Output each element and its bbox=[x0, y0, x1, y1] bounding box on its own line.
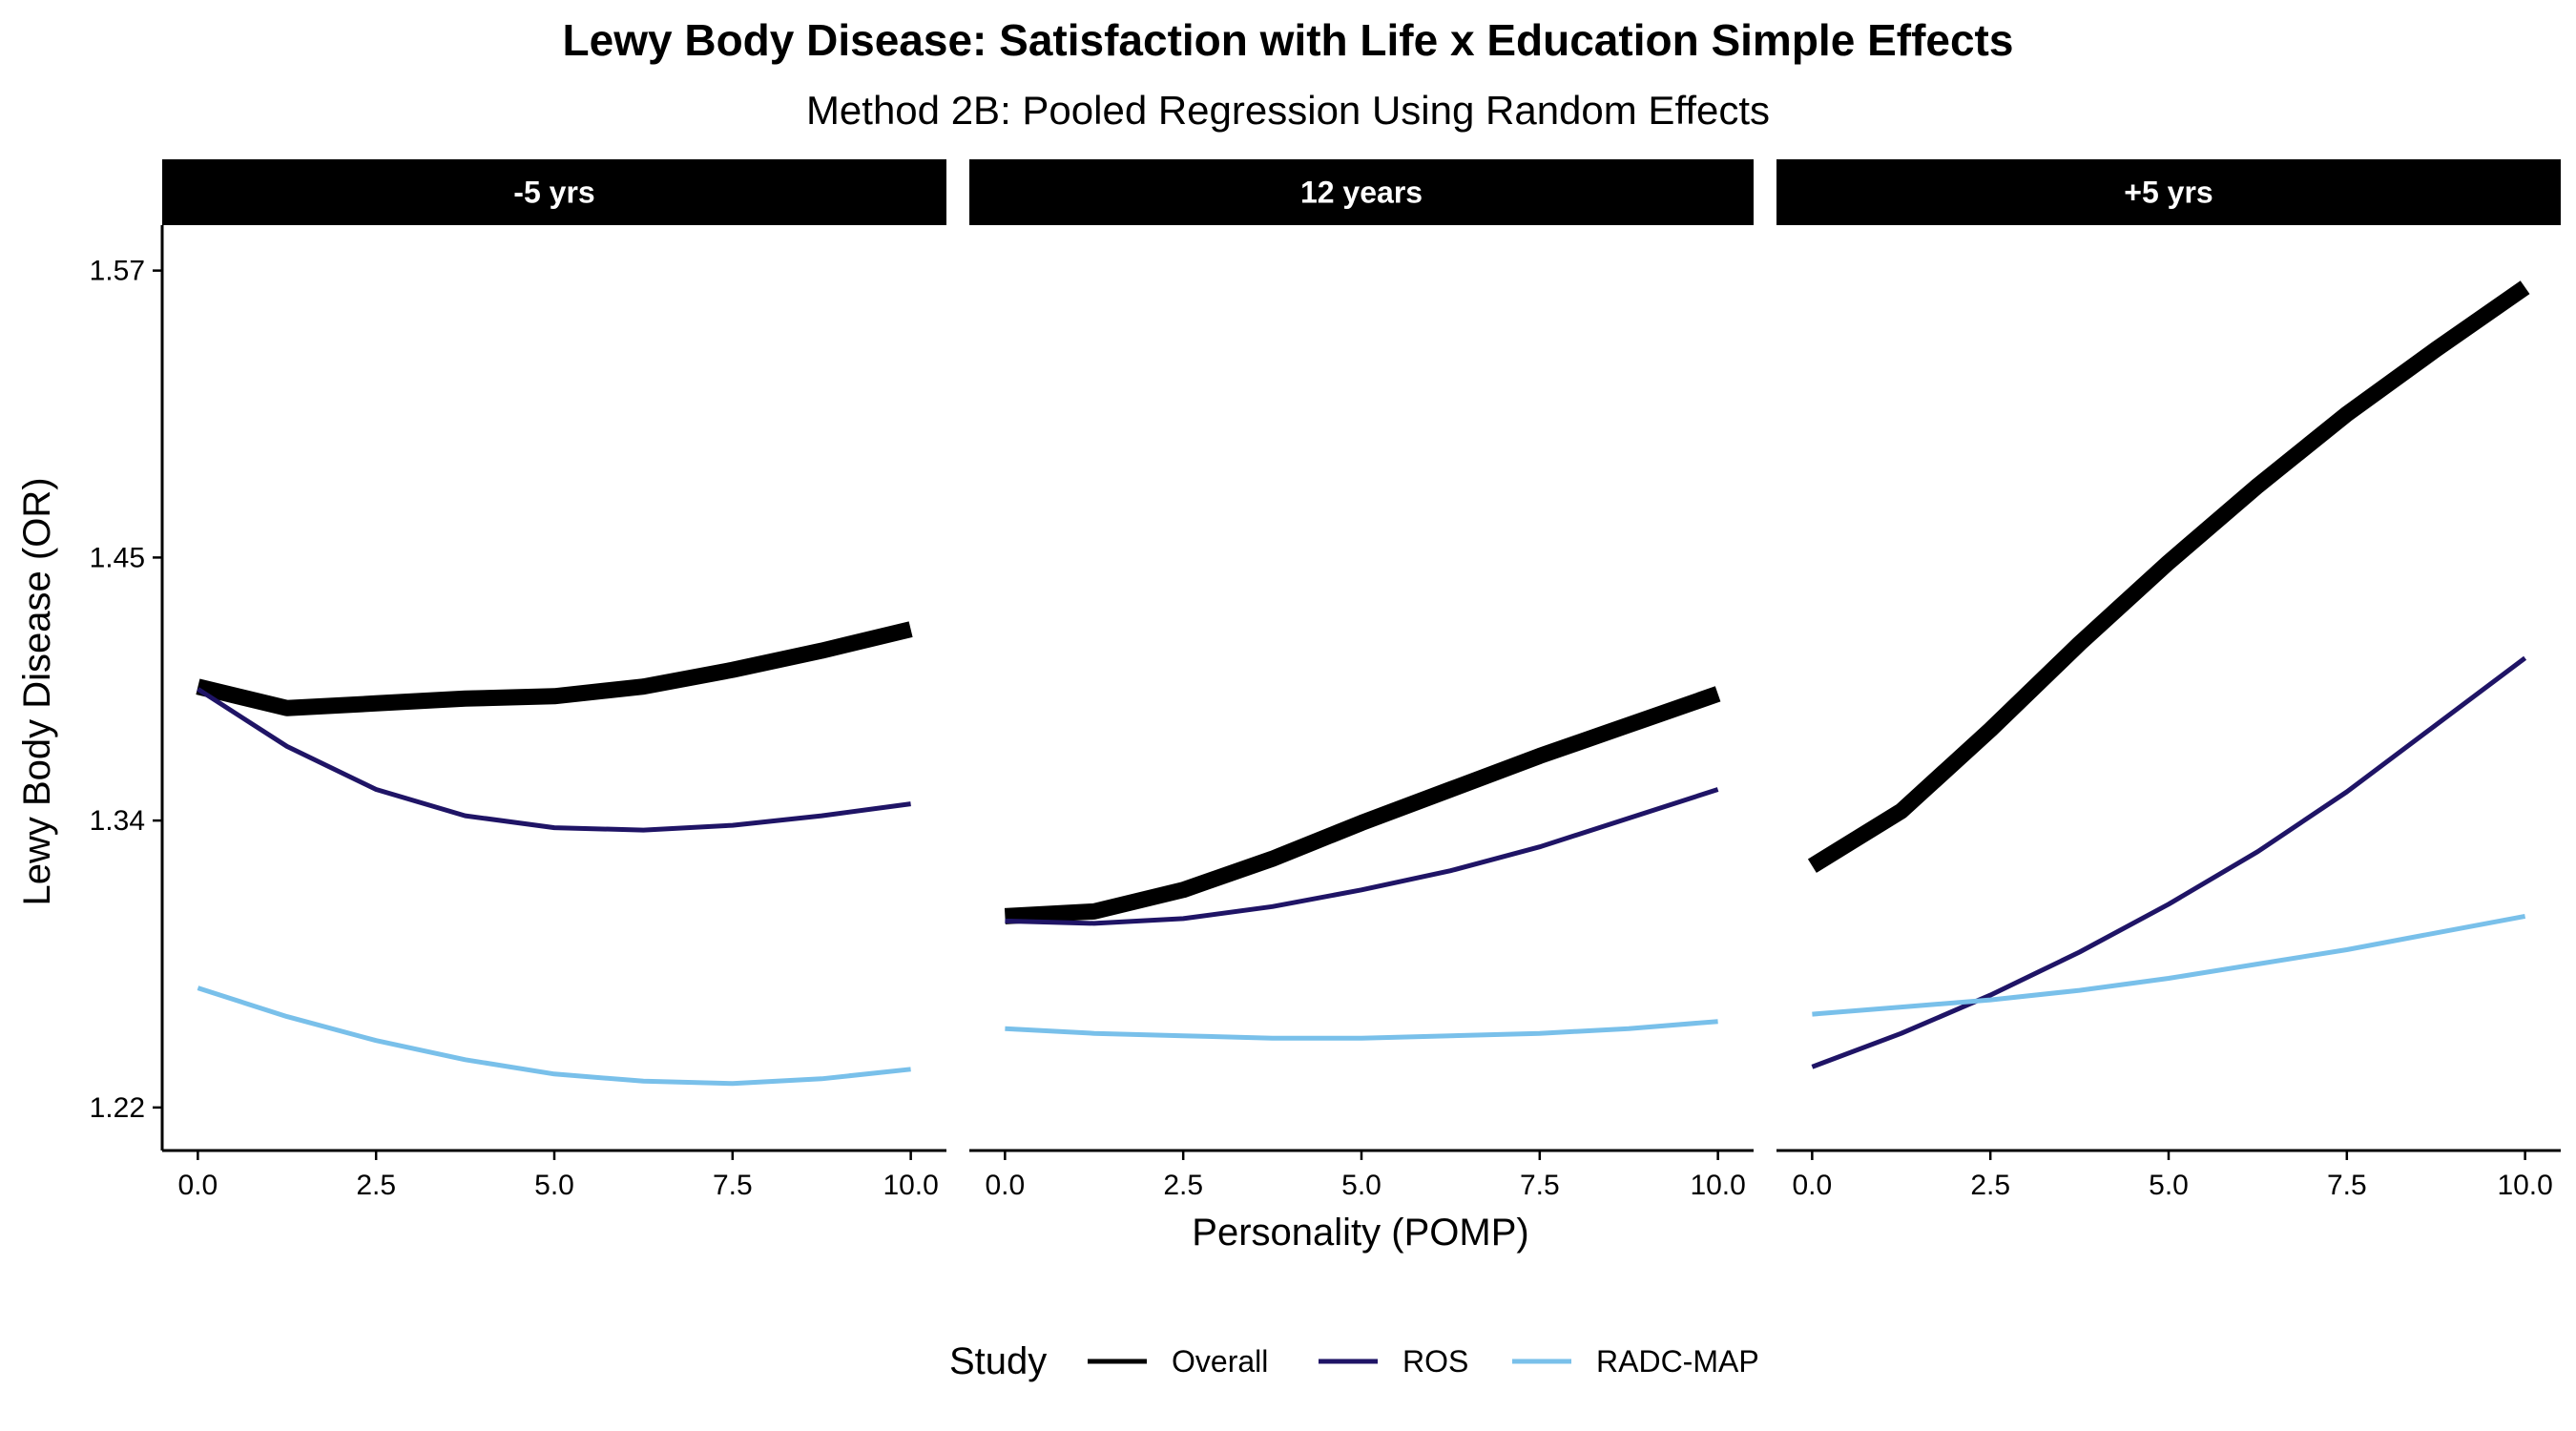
y-axis: 1.22 1.34 1.45 1.57 bbox=[90, 225, 164, 1151]
series-line-radc-map bbox=[1812, 913, 2526, 1017]
series-line-overall bbox=[196, 621, 913, 716]
y-axis-title: Lewy Body Disease (OR) bbox=[16, 477, 58, 905]
panel-2: 12 years 0.0 2.5 5.0 7.5 10.0 bbox=[969, 159, 1754, 1201]
series-line-radc-map bbox=[1005, 1019, 1718, 1041]
x-tick-label: 0.0 bbox=[986, 1170, 1026, 1201]
x-tick-label: 5.0 bbox=[534, 1170, 574, 1201]
x-tick-label: 5.0 bbox=[1341, 1170, 1381, 1201]
facet-strip-label: -5 yrs bbox=[513, 176, 594, 210]
x-axis-title: Personality (POMP) bbox=[1192, 1212, 1528, 1254]
x-tick-label: 0.0 bbox=[178, 1170, 218, 1201]
x-tick-label: 7.5 bbox=[1520, 1170, 1560, 1201]
series-line-overall bbox=[1807, 280, 2530, 873]
series-line-ros bbox=[1811, 655, 2527, 1069]
panel-3: +5 yrs 0.0 2.5 5.0 7.5 10.0 bbox=[1776, 159, 2561, 1201]
y-tick-label: 1.34 bbox=[90, 805, 145, 837]
facet-strip bbox=[162, 159, 946, 225]
x-tick-label: 0.0 bbox=[1793, 1170, 1833, 1201]
chart-title: Lewy Body Disease: Satisfaction with Lif… bbox=[563, 15, 2014, 65]
series-line-radc-map bbox=[197, 985, 911, 1087]
facet-strip-label: +5 yrs bbox=[2124, 176, 2212, 210]
x-tick-label: 2.5 bbox=[356, 1170, 396, 1201]
x-tick-label: 10.0 bbox=[2497, 1170, 2552, 1201]
y-tick-label: 1.22 bbox=[90, 1092, 145, 1124]
series-line-ros bbox=[197, 687, 911, 833]
series-line-ros bbox=[1005, 787, 1719, 926]
legend: Study Overall ROS RADC-MAP bbox=[949, 1340, 1759, 1382]
y-tick-label: 1.57 bbox=[90, 256, 145, 287]
facet-strip bbox=[1776, 159, 2561, 225]
panel-1: -5 yrs 0.0 2.5 5.0 7.5 10.0 bbox=[162, 159, 946, 1201]
series-line-overall bbox=[1004, 686, 1721, 924]
x-tick-label: 10.0 bbox=[883, 1170, 938, 1201]
legend-title: Study bbox=[949, 1340, 1047, 1382]
y-tick-label: 1.45 bbox=[90, 542, 145, 573]
x-tick-label: 5.0 bbox=[2149, 1170, 2189, 1201]
legend-label: Overall bbox=[1172, 1344, 1268, 1379]
legend-label: ROS bbox=[1402, 1344, 1468, 1379]
x-tick-label: 7.5 bbox=[2327, 1170, 2367, 1201]
x-tick-label: 2.5 bbox=[1163, 1170, 1203, 1201]
facet-strip bbox=[969, 159, 1754, 225]
x-tick-label: 7.5 bbox=[713, 1170, 753, 1201]
x-tick-label: 2.5 bbox=[1970, 1170, 2010, 1201]
x-tick-label: 10.0 bbox=[1690, 1170, 1745, 1201]
legend-label: RADC-MAP bbox=[1596, 1344, 1759, 1379]
facet-strip-label: 12 years bbox=[1300, 176, 1423, 210]
facet-panels: -5 yrs 0.0 2.5 5.0 7.5 10.0 12 years 0.0 2.5 5.0 7… bbox=[162, 159, 2561, 1201]
chart-subtitle: Method 2B: Pooled Regression Using Rando… bbox=[806, 88, 1770, 133]
